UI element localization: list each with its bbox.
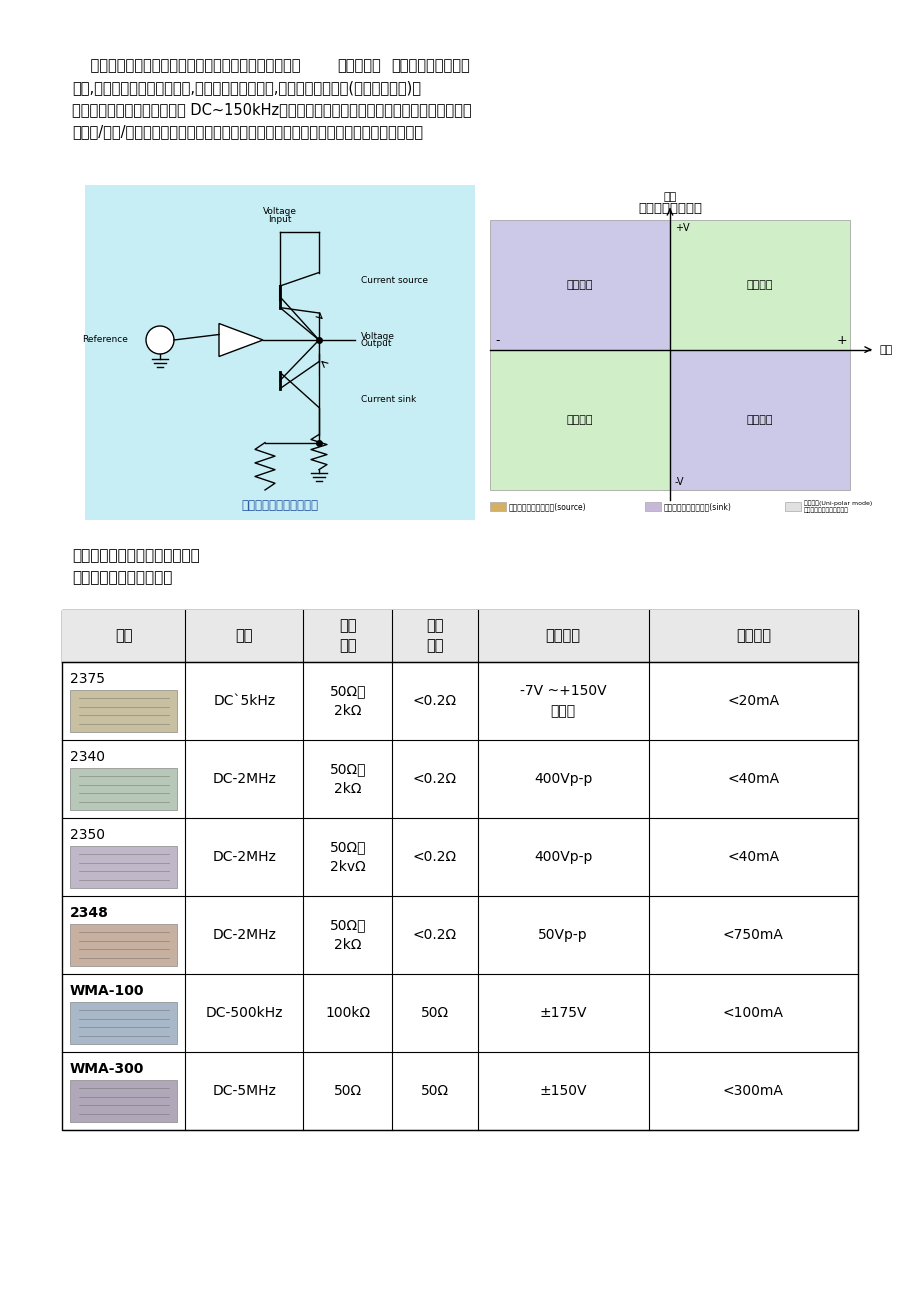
Bar xyxy=(644,503,660,510)
Text: WMA-300: WMA-300 xyxy=(70,1062,144,1075)
Text: <0.2Ω: <0.2Ω xyxy=(413,694,457,708)
Bar xyxy=(70,924,177,966)
Polygon shape xyxy=(219,323,263,357)
Text: DC-2MHz: DC-2MHz xyxy=(212,850,276,865)
Text: DC-2MHz: DC-2MHz xyxy=(212,772,276,786)
Text: 2350: 2350 xyxy=(70,828,105,842)
Text: <300mA: <300mA xyxy=(722,1085,783,1098)
Bar xyxy=(85,185,474,519)
Text: <0.2Ω: <0.2Ω xyxy=(413,772,457,786)
Text: <100mA: <100mA xyxy=(722,1006,783,1019)
Bar xyxy=(70,1079,177,1122)
Text: 100kΩ: 100kΩ xyxy=(324,1006,370,1019)
Text: 2340: 2340 xyxy=(70,750,105,764)
Text: 第二象限: 第二象限 xyxy=(566,280,593,290)
Text: 电压与电流的方向相反(sink): 电压与电流的方向相反(sink) xyxy=(664,503,732,510)
Text: Output: Output xyxy=(360,340,392,349)
Text: 50Ω或
2kvΩ: 50Ω或 2kvΩ xyxy=(329,840,366,874)
Text: 输出电压: 输出电压 xyxy=(545,629,580,643)
Text: ，可以工作在四象限: ，可以工作在四象限 xyxy=(391,59,470,73)
Bar xyxy=(62,611,857,661)
Text: 第四象限: 第四象限 xyxy=(746,415,772,424)
Text: <20mA: <20mA xyxy=(727,694,778,708)
Text: ±175V: ±175V xyxy=(539,1006,586,1019)
Bar xyxy=(70,768,177,810)
Text: Current source: Current source xyxy=(360,276,427,285)
Text: DC`5kHz: DC`5kHz xyxy=(213,694,275,708)
Text: 50Vp-p: 50Vp-p xyxy=(538,928,587,943)
Text: 电压: 电压 xyxy=(663,191,675,202)
Text: 400Vp-p: 400Vp-p xyxy=(533,850,592,865)
Bar xyxy=(62,611,857,1130)
Text: 波形功率放大器产品一览: 波形功率放大器产品一览 xyxy=(72,570,172,585)
Text: 种低阻/容性/感性负载驱动，太阳能光伏测试等特殊应用场合，应用领域更加深入和广泛。: 种低阻/容性/感性负载驱动，太阳能光伏测试等特殊应用场合，应用领域更加深入和广泛… xyxy=(72,124,423,139)
Text: 简化的双极性电源原理图: 简化的双极性电源原理图 xyxy=(241,499,318,512)
Text: <750mA: <750mA xyxy=(722,928,783,943)
Text: 输出电流: 输出电流 xyxy=(735,629,770,643)
Text: Current sink: Current sink xyxy=(360,395,415,404)
Text: <40mA: <40mA xyxy=(727,850,778,865)
Text: 北京华贺技术有限公司实验室级: 北京华贺技术有限公司实验室级 xyxy=(72,548,199,562)
Bar xyxy=(490,350,669,490)
Text: WMA-100: WMA-100 xyxy=(70,984,144,999)
Bar xyxy=(490,220,669,350)
Bar xyxy=(669,220,849,350)
Text: 模式,实现工作模式的自由切换,属于专业电源类产品,可设定工作在恒压(近零输出电阻)、: 模式,实现工作模式的自由切换,属于专业电源类产品,可设定工作在恒压(近零输出电阻… xyxy=(72,79,421,95)
Bar xyxy=(669,350,849,490)
Text: 400Vp-p: 400Vp-p xyxy=(533,772,592,786)
Text: +: + xyxy=(835,333,846,346)
Text: Input: Input xyxy=(268,215,291,224)
Text: 输入
阻抗: 输入 阻抗 xyxy=(338,618,357,654)
Text: -7V ~+150V
四通道: -7V ~+150V 四通道 xyxy=(519,685,606,717)
Text: 型号: 型号 xyxy=(115,629,132,643)
Text: <0.2Ω: <0.2Ω xyxy=(413,928,457,943)
Text: 双极型电源: 双极型电源 xyxy=(337,59,380,73)
Bar xyxy=(784,503,800,510)
Bar xyxy=(490,503,505,510)
Text: 2348: 2348 xyxy=(70,906,108,921)
Text: 四象限工作概念图: 四象限工作概念图 xyxy=(637,202,701,215)
Text: Reference: Reference xyxy=(82,336,128,345)
Text: DC-500kHz: DC-500kHz xyxy=(205,1006,283,1019)
Text: +V: +V xyxy=(675,223,689,233)
Text: 带宽: 带宽 xyxy=(235,629,253,643)
Text: 电压与电流的方向相同(source): 电压与电流的方向相同(source) xyxy=(508,503,586,510)
Bar xyxy=(70,1003,177,1044)
Text: DC-2MHz: DC-2MHz xyxy=(212,928,276,943)
Text: 恒流（高阻）模式，信号带宽 DC~150kHz，可用于电源纹波模拟、四象限电源波形控制、各: 恒流（高阻）模式，信号带宽 DC~150kHz，可用于电源纹波模拟、四象限电源波… xyxy=(72,102,471,117)
Text: 50Ω或
2kΩ: 50Ω或 2kΩ xyxy=(329,685,366,717)
Text: −: − xyxy=(225,341,234,350)
Bar xyxy=(70,846,177,888)
Text: +: + xyxy=(155,335,165,345)
Text: 50Ω: 50Ω xyxy=(420,1085,448,1098)
Text: 50Ω: 50Ω xyxy=(334,1085,361,1098)
Circle shape xyxy=(146,326,174,354)
Text: ±150V: ±150V xyxy=(539,1085,586,1098)
Bar xyxy=(70,690,177,732)
Text: Voltage: Voltage xyxy=(360,332,394,341)
Text: <40mA: <40mA xyxy=(727,772,778,786)
Text: 第三象限: 第三象限 xyxy=(566,415,593,424)
Text: 50Ω或
2kΩ: 50Ω或 2kΩ xyxy=(329,762,366,796)
Text: DC-5MHz: DC-5MHz xyxy=(212,1085,276,1098)
Text: 电流: 电流 xyxy=(879,345,892,354)
Text: -V: -V xyxy=(675,477,684,487)
Text: +: + xyxy=(226,331,233,341)
Text: 50Ω或
2kΩ: 50Ω或 2kΩ xyxy=(329,918,366,952)
Text: 2375: 2375 xyxy=(70,672,105,686)
Text: Voltage: Voltage xyxy=(263,207,297,216)
Text: <0.2Ω: <0.2Ω xyxy=(413,850,457,865)
Text: 输出
阻抗: 输出 阻抗 xyxy=(425,618,443,654)
Text: 波形发生器、波形功率放大器同直流电源结合而产生的: 波形发生器、波形功率放大器同直流电源结合而产生的 xyxy=(72,59,301,73)
Text: 单极模式(Uni-polar mode)
动作时，也此矩形金属工作: 单极模式(Uni-polar mode) 动作时，也此矩形金属工作 xyxy=(803,500,871,513)
Text: 50Ω: 50Ω xyxy=(420,1006,448,1019)
Text: -: - xyxy=(494,333,499,346)
Text: 第一象限: 第一象限 xyxy=(746,280,772,290)
